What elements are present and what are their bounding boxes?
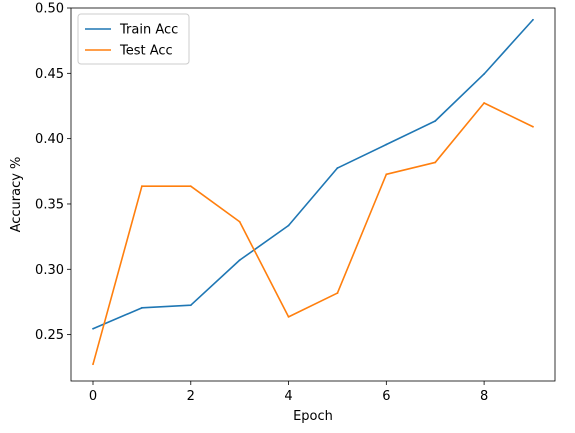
y-tick-label: 0.30 <box>35 263 64 278</box>
data-point-train-acc <box>189 304 192 307</box>
data-point-test-acc <box>92 363 94 366</box>
x-tick-label: 2 <box>187 389 195 404</box>
data-point-test-acc <box>434 161 437 164</box>
data-point-train-acc <box>238 259 241 262</box>
data-point-test-acc <box>385 173 388 176</box>
x-tick-label: 0 <box>89 389 97 404</box>
y-tick-label: 0.35 <box>35 197 64 212</box>
data-point-train-acc <box>483 73 486 75</box>
data-point-train-acc <box>140 306 143 309</box>
data-point-train-acc <box>92 327 94 330</box>
y-axis-ticks: 0.25 0.30 0.35 0.40 0.45 0.50 <box>35 2 71 343</box>
y-tick-label: 0.50 <box>35 2 64 17</box>
data-point-test-acc <box>483 102 486 104</box>
data-point-test-acc <box>189 185 192 188</box>
legend-box <box>77 13 190 65</box>
legend-label-train-acc: Train Acc <box>119 23 178 38</box>
data-point-test-acc <box>140 185 143 188</box>
data-point-train-acc <box>532 18 534 21</box>
series-line-train-acc <box>92 19 534 330</box>
x-tick-label: 8 <box>480 389 488 404</box>
y-axis-label: Accuracy % <box>9 157 24 233</box>
y-tick-label: 0.40 <box>35 132 64 147</box>
data-point-test-acc <box>336 292 339 294</box>
x-tick-label: 6 <box>382 389 390 404</box>
x-axis-ticks: 0 2 4 6 8 <box>89 381 488 404</box>
data-point-test-acc <box>532 125 534 128</box>
plot-frame <box>70 7 556 382</box>
x-tick-label: 4 <box>284 389 292 404</box>
data-point-train-acc <box>336 167 339 169</box>
data-point-train-acc <box>287 224 290 227</box>
legend: Train Acc Test Acc <box>77 13 190 65</box>
data-point-train-acc <box>434 120 437 122</box>
data-point-test-acc <box>287 315 290 318</box>
legend-label-test-acc: Test Acc <box>119 44 173 59</box>
data-point-test-acc <box>238 220 241 223</box>
series-line-test-acc <box>92 102 534 365</box>
y-tick-label: 0.25 <box>35 328 64 343</box>
series-layer <box>92 18 534 366</box>
data-point-train-acc <box>385 143 388 146</box>
x-axis-label: Epoch <box>293 409 333 424</box>
y-tick-label: 0.45 <box>35 67 64 82</box>
